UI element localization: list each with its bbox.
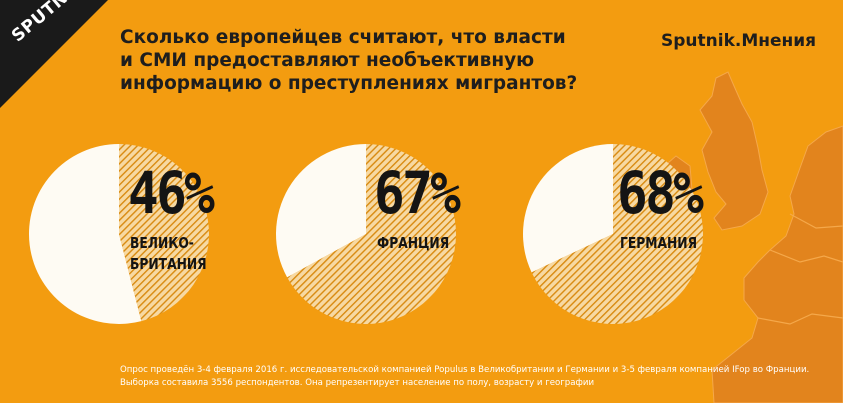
pie-chart-germany — [523, 144, 704, 324]
pie-share-slice — [119, 144, 209, 322]
pie-chart-france — [275, 144, 456, 324]
footnote-line: Выборка составила 3556 респондентов. Она… — [120, 378, 595, 388]
title-line: Сколько европейцев считают, что власти — [120, 27, 566, 48]
source-label: Sputnik.Мнения — [661, 31, 817, 51]
country-label: ФРАНЦИЯ — [377, 234, 450, 252]
pie-remainder — [28, 144, 142, 324]
map-borders — [757, 213, 843, 325]
title-line: и СМИ предоставляют необъективную — [120, 50, 535, 71]
pie-share-slice — [531, 144, 704, 324]
pie-share-slice — [287, 144, 456, 324]
pie-chart-great-britain — [28, 144, 209, 324]
map-continent — [711, 125, 843, 403]
methodology-footnote: Опрос проведён 3-4 февраля 2016 г. иссле… — [120, 364, 820, 390]
percent-label: 68% — [617, 159, 704, 227]
pie-remainder — [523, 144, 613, 273]
percent-label: 67% — [374, 159, 461, 227]
title-line: информацию о преступлениях мигрантов? — [120, 73, 578, 94]
pie-remainder — [275, 144, 366, 278]
country-label: ВЕЛИКО- БРИТАНИЯ — [130, 234, 207, 273]
footnote-line: Опрос проведён 3-4 февраля 2016 г. иссле… — [120, 365, 810, 375]
country-label: ГЕРМАНИЯ — [620, 234, 698, 252]
infographic-title: Сколько европейцев считают, что власти и… — [120, 26, 640, 95]
percent-label: 46% — [128, 159, 215, 227]
